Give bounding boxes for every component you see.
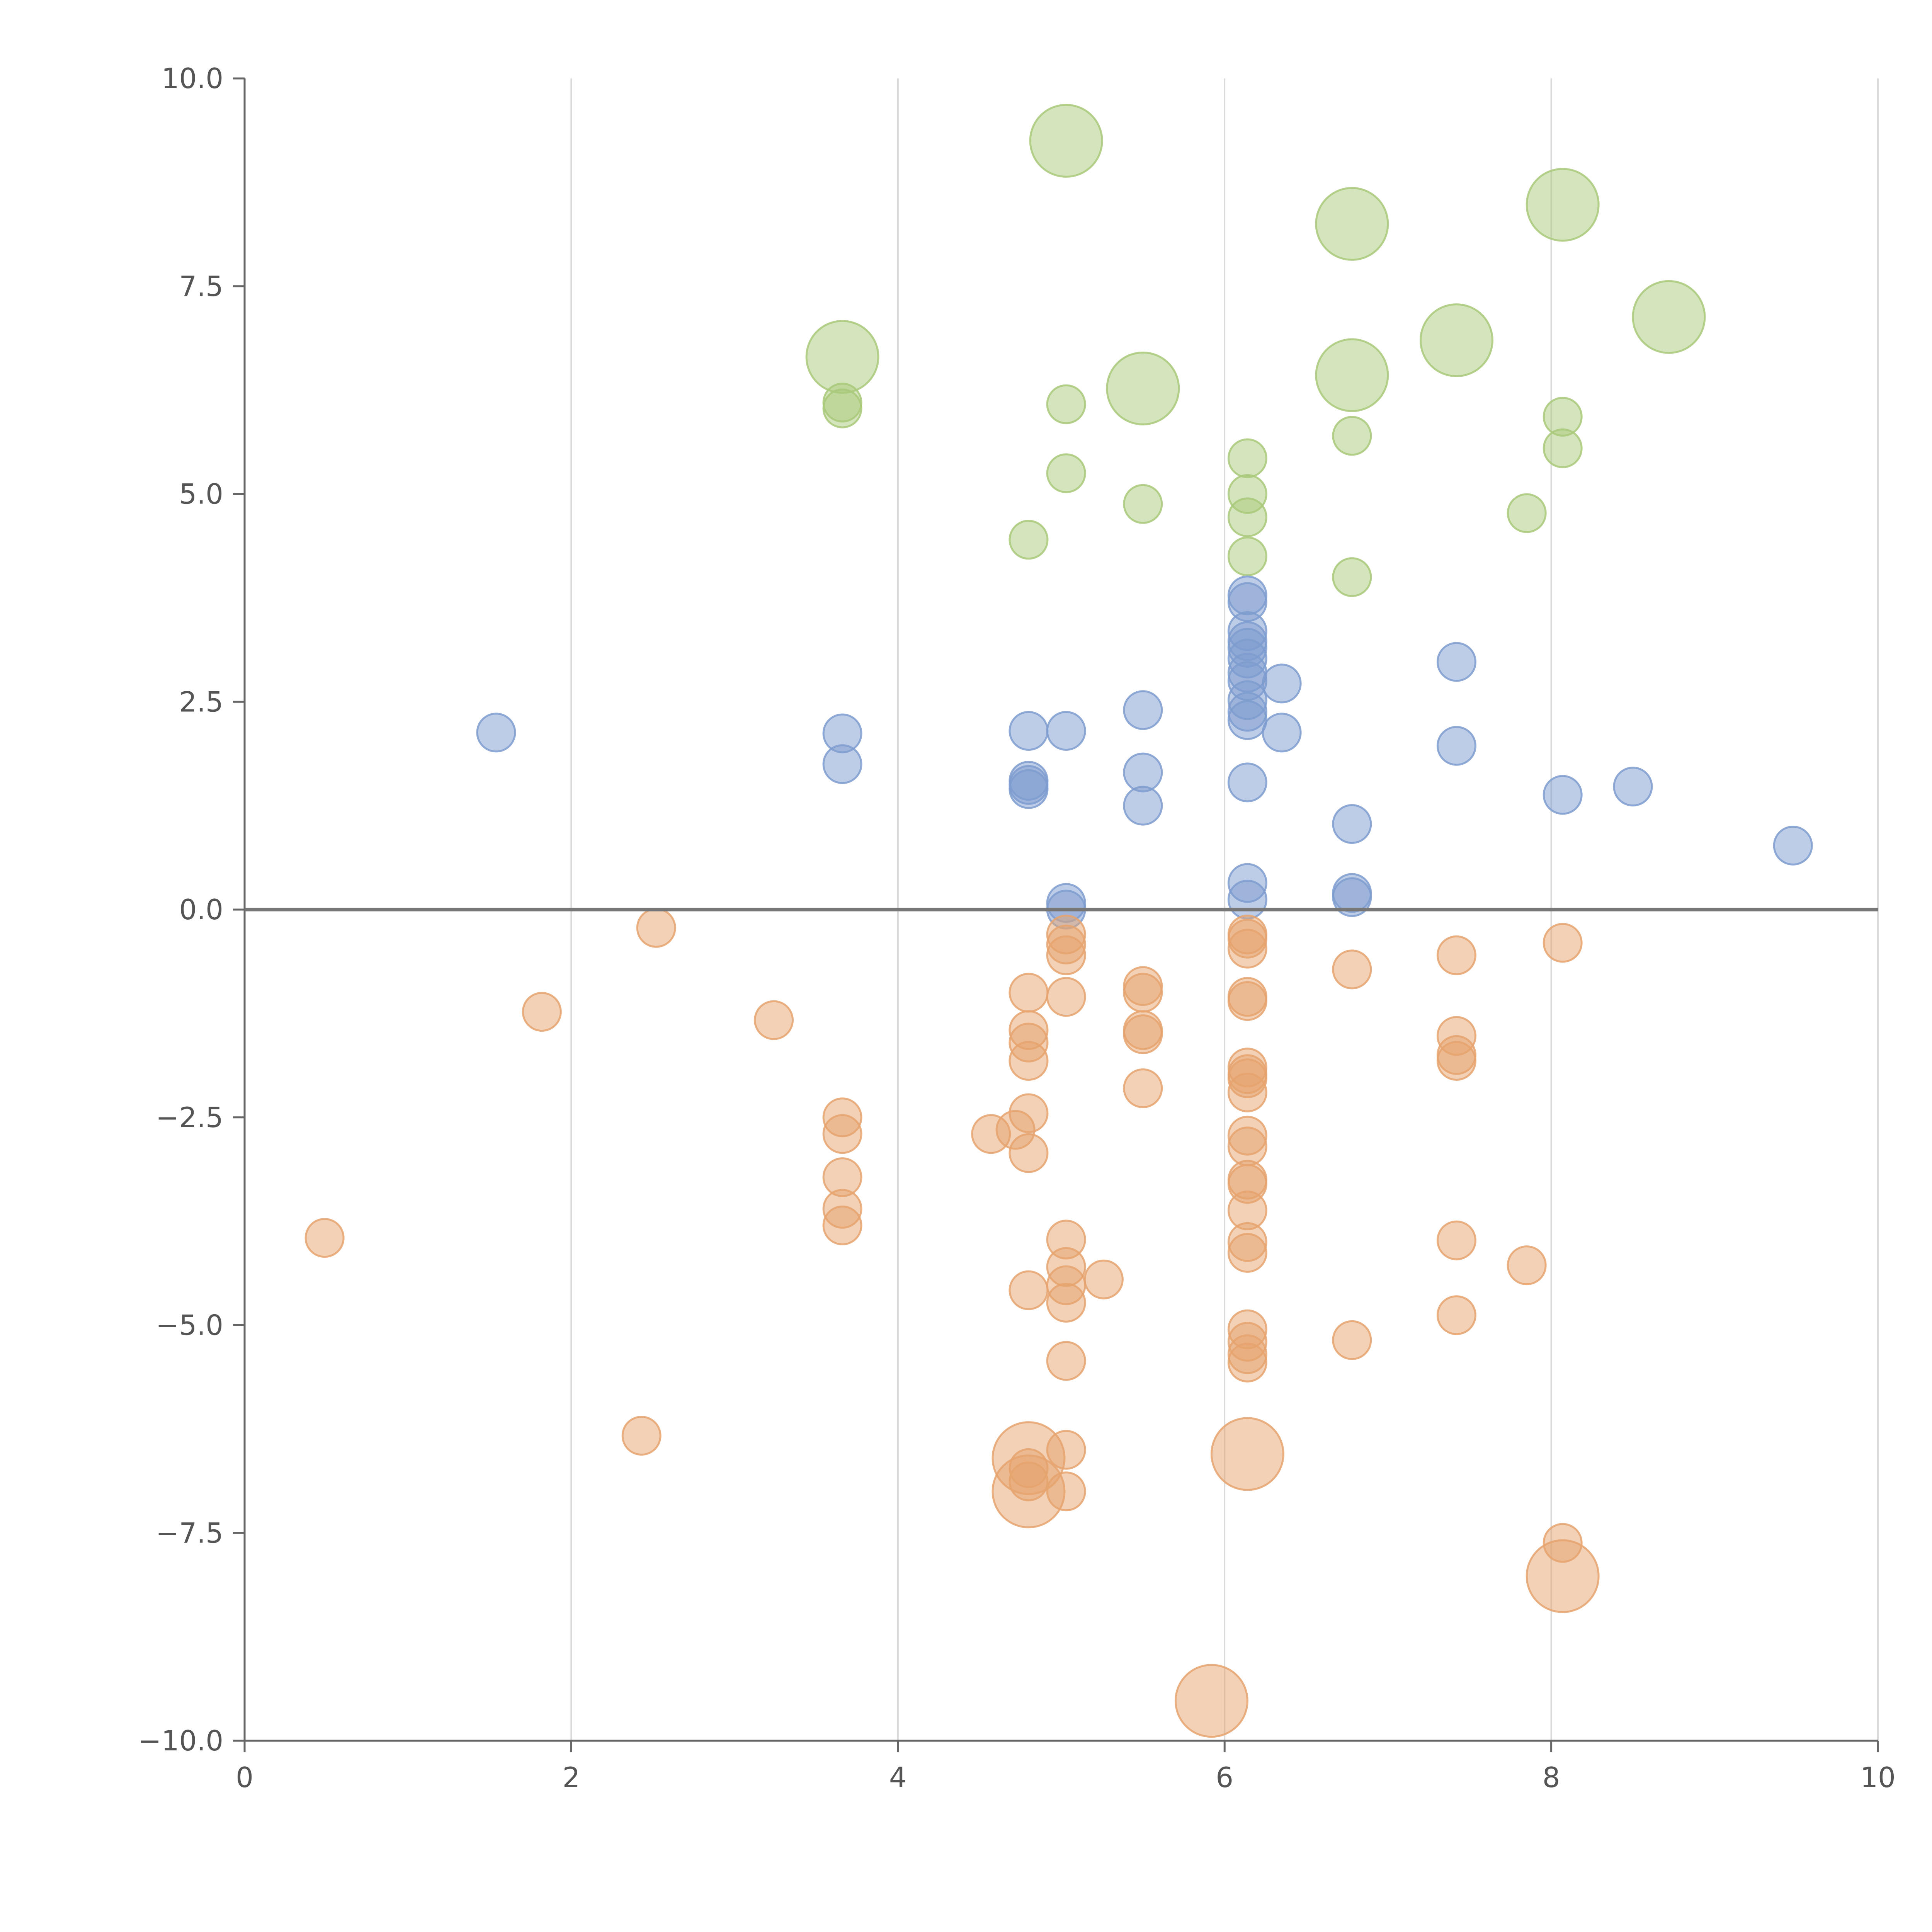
bubble-blue-22 <box>1009 769 1049 809</box>
bubble-orange-38 <box>1227 929 1267 969</box>
bubble-orange-56 <box>1332 949 1372 990</box>
bubble-blue-12 <box>1262 713 1302 753</box>
bubble-orange-57 <box>1332 1320 1372 1360</box>
bubble-orange-6 <box>822 1114 862 1154</box>
bubble-green-17 <box>1123 484 1163 524</box>
bubble-blue-19 <box>1009 711 1049 751</box>
bubble-blue-34 <box>1332 877 1372 917</box>
bubble-orange-73 <box>1174 1664 1248 1738</box>
bubble-blue-28 <box>1613 767 1653 807</box>
bubble-orange-61 <box>1436 1041 1476 1081</box>
y-tick-label-1: −7.5 <box>156 1517 223 1549</box>
bubble-orange-65 <box>1543 923 1583 963</box>
bubble-orange-1 <box>522 992 562 1032</box>
bubble-blue-32 <box>1227 879 1267 920</box>
bubble-blue-11 <box>1262 663 1302 704</box>
bubble-orange-28 <box>1046 1341 1086 1381</box>
bubble-blue-25 <box>476 713 516 753</box>
bubble-green-15 <box>1046 453 1086 493</box>
tick-labels: −10.0 −7.5 −5.0 −2.5 0.0 2.5 5.0 7.5 10.0 0 2 4 6 8 10 <box>138 62 1895 1794</box>
x-tick-label-3: 6 <box>1216 1761 1233 1794</box>
bubble-orange-2 <box>754 1000 794 1040</box>
bubble-orange-70 <box>992 1454 1066 1529</box>
bubble-blue-15 <box>1123 690 1163 730</box>
bubble-orange-14 <box>1009 973 1049 1013</box>
bubble-blue-17 <box>1123 786 1163 826</box>
x-tick-label-5: 10 <box>1860 1761 1896 1794</box>
bubble-orange-22 <box>1046 977 1086 1017</box>
bubble-green-4 <box>1419 303 1493 378</box>
bubble-orange-32 <box>1123 973 1163 1013</box>
bubble-orange-40 <box>1227 981 1267 1021</box>
bubble-green-13 <box>1332 416 1372 456</box>
bubble-orange-0 <box>636 908 676 948</box>
bubble-green-10 <box>1046 384 1086 424</box>
y-tick-label-6: 5.0 <box>179 478 223 510</box>
x-tick-label-1: 2 <box>562 1761 580 1794</box>
bubble-green-12 <box>1543 428 1583 468</box>
bubble-green-3 <box>1632 280 1706 354</box>
bubble-orange-34 <box>1123 1014 1163 1054</box>
bubble-blue-30 <box>1773 825 1813 866</box>
bubble-orange-62 <box>1436 1220 1476 1260</box>
bubble-orange-46 <box>1227 1126 1267 1167</box>
bubble-orange-3 <box>304 1218 345 1258</box>
bubble-green-2 <box>1526 168 1600 242</box>
bubble-green-1 <box>1315 187 1389 261</box>
bubble-blue-18 <box>1046 711 1086 751</box>
bubble-green-22 <box>1332 557 1372 597</box>
bubble-green-9 <box>822 388 862 429</box>
bubble-orange-13 <box>1009 1133 1049 1173</box>
bubble-orange-63 <box>1436 1295 1476 1335</box>
bubble-orange-12 <box>1009 1093 1049 1133</box>
axes <box>233 77 1879 1752</box>
bubble-orange-18 <box>1009 1270 1049 1310</box>
bubble-orange-72 <box>1526 1539 1600 1613</box>
bubble-blue-29 <box>1332 804 1372 844</box>
x-tick-label-4: 8 <box>1543 1761 1560 1794</box>
bubble-orange-9 <box>822 1205 862 1245</box>
bubble-blue-13 <box>1436 642 1476 682</box>
bubble-orange-64 <box>1507 1245 1547 1286</box>
x-tick-label-0: 0 <box>236 1761 253 1794</box>
y-tick-label-4: 0.0 <box>179 893 223 926</box>
bubble-blue-16 <box>1123 752 1163 793</box>
bubble-orange-55 <box>1227 1342 1267 1383</box>
bubble-orange-26 <box>1046 1282 1086 1323</box>
bubble-blue-14 <box>1436 726 1476 766</box>
bubble-green-20 <box>1009 520 1049 560</box>
bubble-orange-58 <box>1436 935 1476 975</box>
bubble-orange-51 <box>1227 1233 1267 1273</box>
bubble-orange-35 <box>1123 1068 1163 1108</box>
bubble-green-6 <box>1106 351 1180 425</box>
y-tick-label-5: 2.5 <box>179 685 223 718</box>
y-tick-label-3: −2.5 <box>156 1101 223 1134</box>
y-tick-label-7: 7.5 <box>179 270 223 303</box>
bubble-orange-27 <box>1083 1259 1124 1299</box>
bubble-green-18 <box>1507 493 1547 533</box>
bubble-orange-17 <box>1009 1041 1049 1081</box>
bubble-green-0 <box>1029 104 1103 178</box>
bubble-blue-27 <box>1543 775 1583 815</box>
bubble-green-7 <box>805 320 879 394</box>
bubble-blue-26 <box>1227 762 1267 803</box>
bubble-orange-21 <box>1046 935 1086 975</box>
y-tick-label-2: −5.0 <box>156 1309 223 1342</box>
bubble-orange-44 <box>1227 1072 1267 1112</box>
bubble-orange-4 <box>621 1416 662 1456</box>
bubble-orange-71 <box>1210 1417 1284 1491</box>
bubble-series <box>304 104 1813 1738</box>
bubble-blue-10 <box>1227 700 1267 740</box>
y-tick-label-8: 10.0 <box>162 62 223 95</box>
bubble-green-14 <box>1227 438 1267 478</box>
bubble-green-21 <box>1227 536 1267 577</box>
bubble-green-19 <box>1227 497 1267 537</box>
x-tick-label-2: 4 <box>889 1761 907 1794</box>
y-tick-label-0: −10.0 <box>138 1725 223 1757</box>
bubble-green-5 <box>1315 338 1389 412</box>
bubble-blue-24 <box>822 744 862 784</box>
